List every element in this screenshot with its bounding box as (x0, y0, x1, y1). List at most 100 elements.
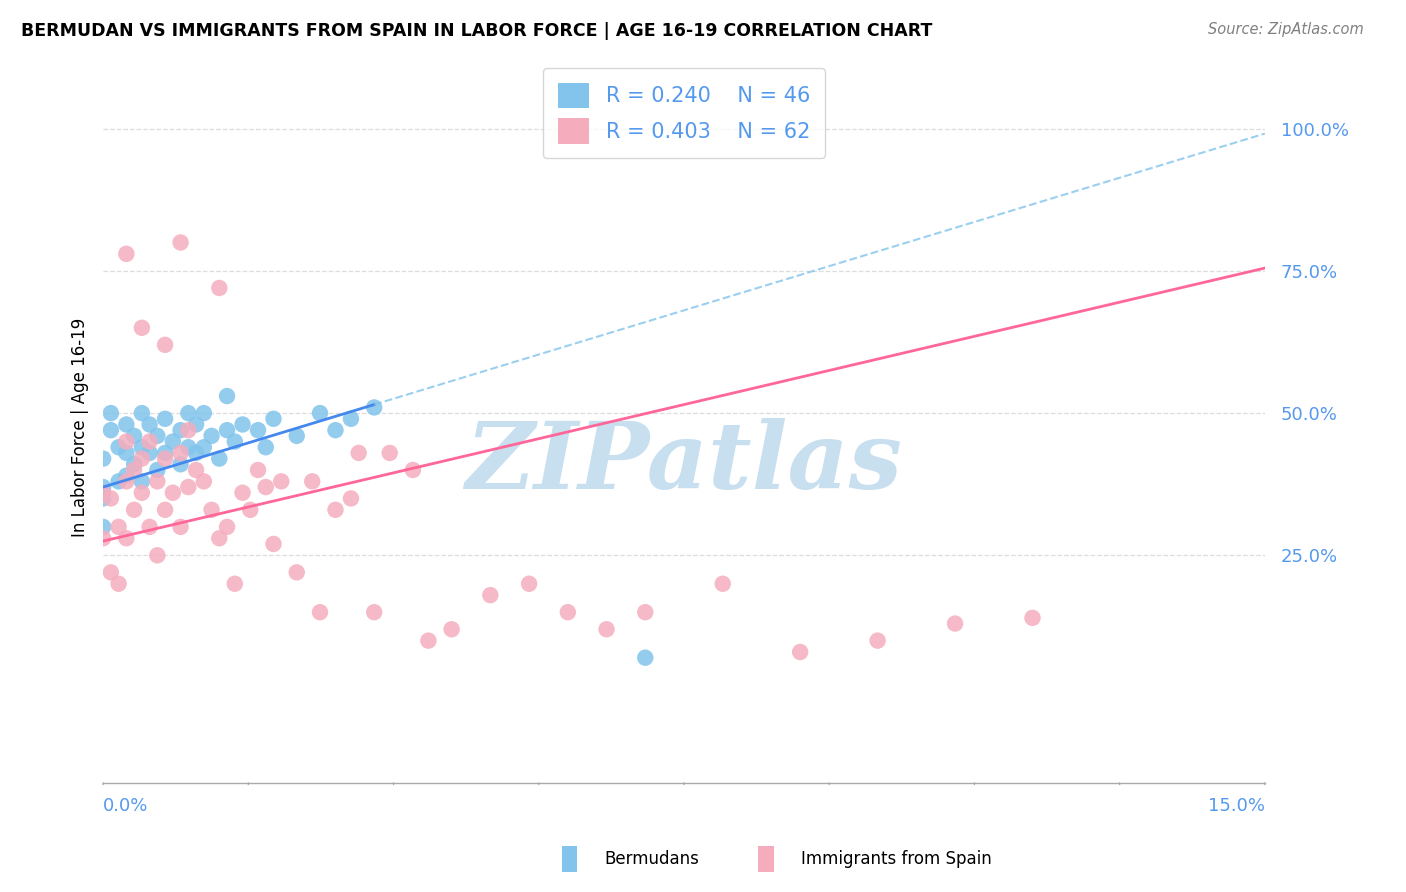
Point (193, 475, 215, 489)
Point (131, 320, 153, 334)
Point (115, 434, 138, 449)
Point (363, 605, 385, 619)
Point (107, 440, 129, 454)
Point (340, 491, 363, 506)
Point (215, 423, 238, 437)
Point (363, 401, 385, 415)
Point (107, 475, 129, 489)
Point (115, 417, 138, 432)
Point (91, 520, 114, 534)
Text: Source: ZipAtlas.com: Source: ZipAtlas.com (1208, 22, 1364, 37)
Point (131, 440, 153, 454)
Point (107, 576, 129, 591)
Point (232, 485, 254, 500)
Point (153, 412, 176, 426)
Point (200, 503, 222, 517)
Point (115, 475, 138, 489)
Point (634, 605, 657, 619)
Point (263, 537, 285, 551)
Point (789, 645, 811, 659)
Point (100, 423, 122, 437)
Point (177, 406, 200, 420)
Point (146, 463, 169, 477)
Text: Bermudans: Bermudans (605, 850, 699, 868)
Point (301, 475, 323, 489)
Point (169, 520, 191, 534)
Point (115, 446, 138, 460)
Point (184, 446, 207, 460)
Point (91, 480, 114, 494)
Point (146, 429, 169, 443)
Point (193, 406, 215, 420)
Point (208, 451, 231, 466)
Point (146, 475, 169, 489)
Point (138, 446, 160, 460)
Point (378, 446, 401, 460)
Point (91, 485, 114, 500)
Point (347, 446, 370, 460)
Point (138, 520, 160, 534)
Point (270, 475, 292, 489)
Point (169, 458, 191, 472)
Point (595, 622, 617, 636)
Point (557, 605, 579, 619)
Point (224, 576, 246, 591)
Point (153, 446, 176, 460)
Point (153, 338, 176, 352)
Point (866, 633, 889, 648)
Point (193, 440, 215, 454)
Point (122, 463, 145, 477)
Point (131, 406, 153, 420)
Point (254, 440, 277, 454)
Point (215, 520, 238, 534)
Point (131, 451, 153, 466)
Point (239, 503, 262, 517)
Point (232, 417, 254, 432)
Point (146, 549, 169, 563)
Point (634, 650, 657, 665)
Text: BERMUDAN VS IMMIGRANTS FROM SPAIN IN LABOR FORCE | AGE 16-19 CORRELATION CHART: BERMUDAN VS IMMIGRANTS FROM SPAIN IN LAB… (21, 22, 932, 40)
Point (138, 434, 160, 449)
Text: Immigrants from Spain: Immigrants from Spain (801, 850, 993, 868)
Point (107, 520, 129, 534)
Point (91, 451, 114, 466)
Point (285, 429, 308, 443)
Point (224, 434, 246, 449)
Point (479, 588, 502, 602)
Point (184, 463, 207, 477)
Point (247, 423, 270, 437)
Point (153, 503, 176, 517)
Point (208, 531, 231, 545)
Text: 0.0%: 0.0% (103, 797, 149, 815)
Point (122, 503, 145, 517)
Point (309, 406, 332, 420)
Point (208, 281, 231, 295)
Point (711, 576, 734, 591)
Point (943, 616, 966, 631)
Point (169, 446, 191, 460)
Point (100, 406, 122, 420)
Point (440, 622, 463, 636)
Point (263, 412, 285, 426)
Point (184, 417, 207, 432)
Point (285, 566, 308, 580)
Point (115, 247, 138, 261)
Point (162, 434, 184, 449)
Point (325, 423, 347, 437)
Point (418, 633, 440, 648)
Point (131, 475, 153, 489)
Point (169, 423, 191, 437)
Point (100, 566, 122, 580)
Point (162, 485, 184, 500)
Point (177, 423, 200, 437)
Point (169, 235, 191, 250)
Legend: R = 0.240    N = 46, R = 0.403    N = 62: R = 0.240 N = 46, R = 0.403 N = 62 (543, 68, 825, 159)
Point (153, 451, 176, 466)
Y-axis label: In Labor Force | Age 16-19: In Labor Force | Age 16-19 (72, 318, 89, 537)
Point (138, 417, 160, 432)
Point (91, 531, 114, 545)
Point (177, 440, 200, 454)
Point (340, 412, 363, 426)
Point (100, 491, 122, 506)
Text: ZIPatlas: ZIPatlas (465, 417, 903, 508)
